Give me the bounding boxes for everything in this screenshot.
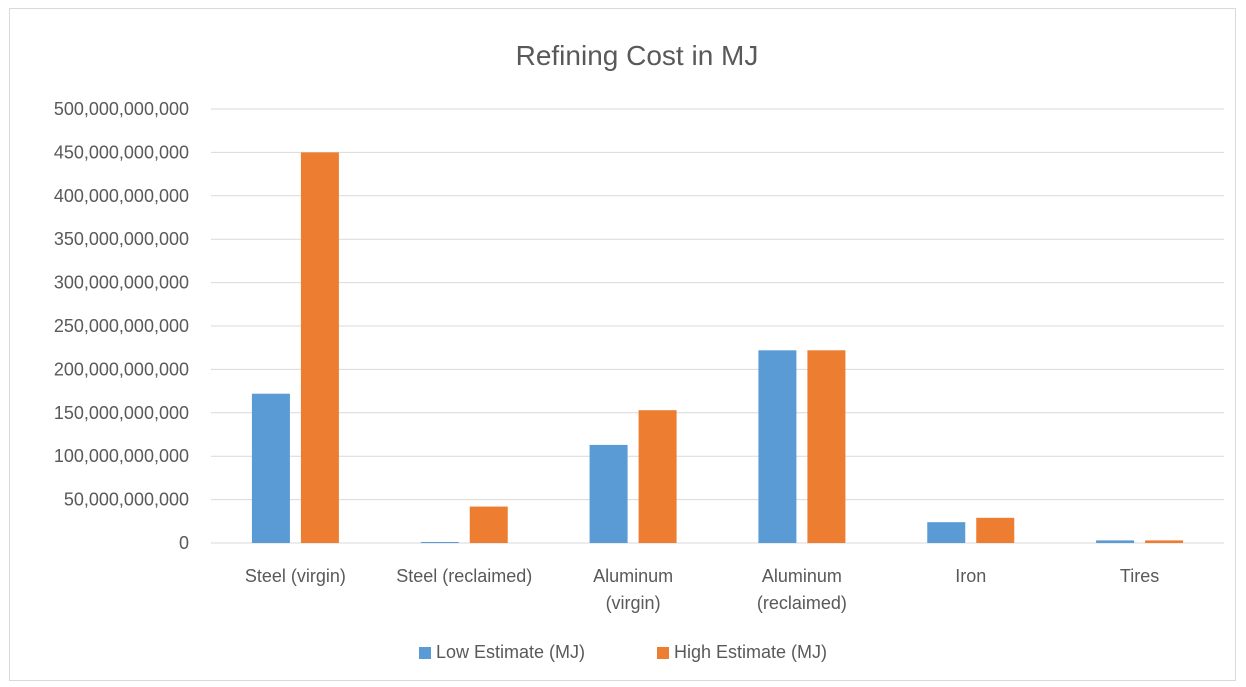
bar-low-4 (927, 522, 966, 543)
bar-low-1 (420, 542, 459, 543)
y-tick-label: 500,000,000,000 (54, 99, 189, 119)
y-tick-label: 300,000,000,000 (54, 273, 189, 293)
legend-swatch (657, 647, 669, 659)
bar-low-2 (589, 444, 628, 543)
legend: Low Estimate (MJ) High Estimate (MJ) (419, 642, 827, 662)
bar-high-2 (638, 410, 677, 543)
x-tick-label: (virgin) (606, 593, 661, 613)
x-tick-label: Iron (955, 566, 986, 586)
y-tick-label: 50,000,000,000 (64, 490, 189, 510)
bar-high-5 (1145, 540, 1184, 543)
x-tick-label: Aluminum (593, 566, 673, 586)
chart-title: Refining Cost in MJ (516, 40, 759, 71)
bar-low-3 (758, 350, 797, 543)
y-tick-label: 150,000,000,000 (54, 403, 189, 423)
y-tick-label: 0 (179, 533, 189, 553)
legend-label: High Estimate (MJ) (674, 642, 827, 662)
x-tick-label: Steel (virgin) (245, 566, 346, 586)
x-tick-label: (reclaimed) (757, 593, 847, 613)
x-tick-label: Tires (1120, 566, 1159, 586)
y-tick-label: 250,000,000,000 (54, 316, 189, 336)
x-tick-label: Steel (reclaimed) (396, 566, 532, 586)
legend-label: Low Estimate (MJ) (436, 642, 585, 662)
bars (251, 152, 1184, 543)
y-tick-label: 200,000,000,000 (54, 359, 189, 379)
chart-frame (9, 8, 1236, 681)
bar-high-1 (469, 506, 508, 543)
y-tick-label: 400,000,000,000 (54, 186, 189, 206)
bar-high-0 (300, 152, 339, 543)
y-axis-tick-labels: 0 50,000,000,000 100,000,000,000 150,000,00… (54, 99, 189, 553)
x-axis-tick-labels: Steel (virgin) Steel (reclaimed) Aluminum (… (245, 566, 1159, 613)
y-tick-label: 100,000,000,000 (54, 446, 189, 466)
gridlines (211, 108, 1224, 544)
legend-swatch (419, 647, 431, 659)
x-tick-label: Aluminum (762, 566, 842, 586)
bar-low-0 (251, 393, 290, 543)
y-tick-label: 350,000,000,000 (54, 229, 189, 249)
bar-high-3 (807, 350, 846, 543)
y-tick-label: 450,000,000,000 (54, 142, 189, 162)
bar-low-5 (1096, 540, 1135, 543)
bar-high-4 (976, 517, 1015, 543)
